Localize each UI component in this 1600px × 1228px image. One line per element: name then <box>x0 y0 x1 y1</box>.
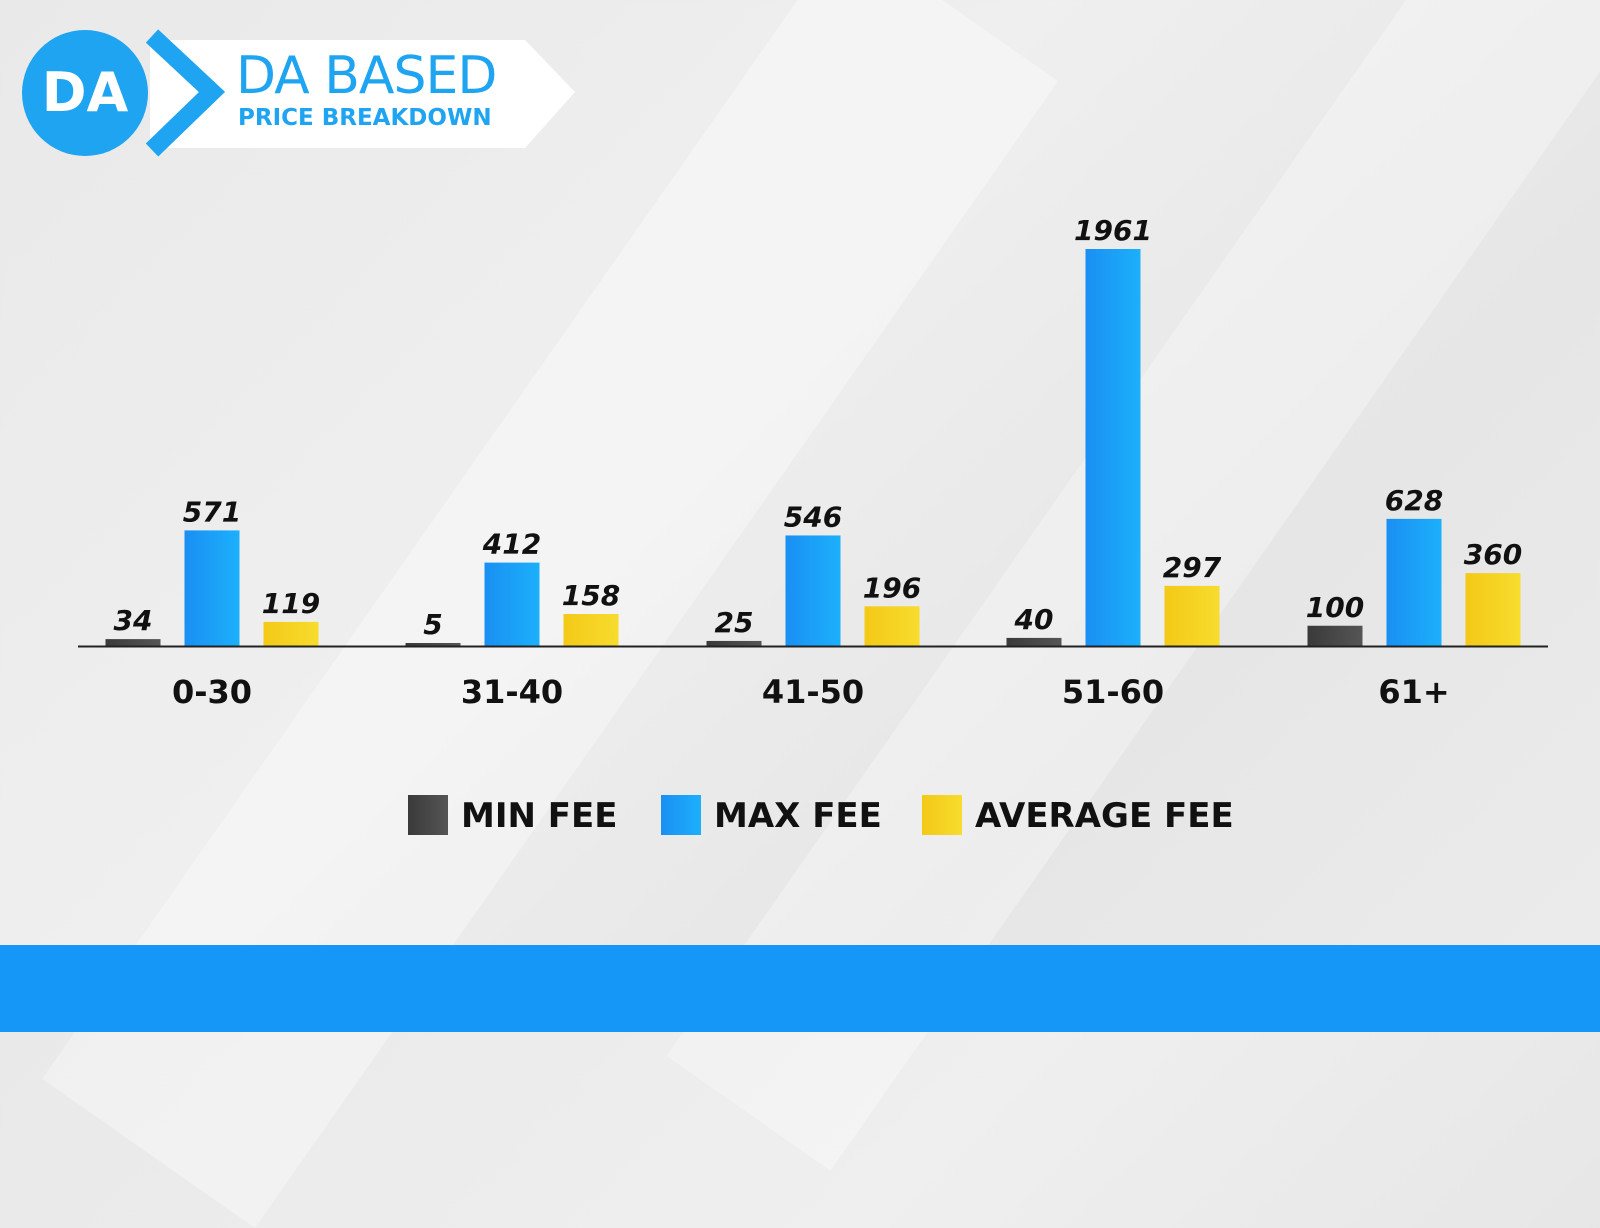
legend-swatch-min-fee <box>408 795 448 835</box>
legend-label-max-fee: MAX FEE <box>714 796 882 836</box>
bar-chart: 34 571 119 0-30 5 412 158 31-40 25 546 196 41-50 40 1… <box>78 214 1548 836</box>
data-label-average-fee-41-50: 196 <box>863 571 921 604</box>
bar-average-fee-41-50 <box>864 606 920 646</box>
x-tick-label-0-30: 0-30 <box>172 673 252 711</box>
data-label-average-fee-0-30: 119 <box>262 587 320 620</box>
bar-max-fee-61+ <box>1386 518 1442 646</box>
bar-average-fee-31-40 <box>563 614 619 646</box>
data-label-max-fee-31-40: 412 <box>482 528 541 561</box>
legend-swatch-max-fee <box>661 795 701 835</box>
logo-text: DA <box>41 61 129 124</box>
bar-average-fee-0-30 <box>263 621 319 646</box>
bar-max-fee-51-60 <box>1085 249 1141 646</box>
chevron-arrow-icon <box>145 29 226 157</box>
bar-min-fee-51-60 <box>1006 637 1062 646</box>
labels-layer: 34 571 119 0-30 5 412 158 31-40 25 546 196 41-50 40 1… <box>114 214 1523 711</box>
bar-min-fee-31-40 <box>405 643 461 646</box>
legend-label-min-fee: MIN FEE <box>461 796 617 836</box>
footer-bar <box>0 945 1600 1032</box>
header-graphic <box>22 29 575 157</box>
bar-average-fee-61+ <box>1465 573 1521 646</box>
data-label-average-fee-61+: 360 <box>1464 538 1522 571</box>
data-label-min-fee-41-50: 25 <box>715 606 754 639</box>
data-label-average-fee-51-60: 297 <box>1163 551 1222 584</box>
logo-circle <box>22 30 148 156</box>
x-tick-label-41-50: 41-50 <box>762 673 864 711</box>
data-label-min-fee-31-40: 5 <box>423 608 442 641</box>
legend-label-average-fee: AVERAGE FEE <box>975 796 1234 836</box>
x-tick-label-61+: 61+ <box>1378 673 1449 711</box>
data-label-max-fee-0-30: 571 <box>183 495 241 528</box>
bar-min-fee-0-30 <box>105 639 161 646</box>
bar-average-fee-51-60 <box>1164 585 1220 646</box>
bar-min-fee-41-50 <box>706 640 762 646</box>
page-subtitle: PRICE BREAKDOWN <box>238 105 492 131</box>
legend: MIN FEE MAX FEE AVERAGE FEE <box>408 795 1234 836</box>
data-label-max-fee-51-60: 1961 <box>1074 214 1152 247</box>
title-banner <box>150 40 575 148</box>
x-tick-label-31-40: 31-40 <box>461 673 563 711</box>
legend-swatch-average-fee <box>922 795 962 835</box>
data-label-min-fee-0-30: 34 <box>114 604 153 637</box>
bar-min-fee-61+ <box>1307 625 1363 646</box>
data-label-max-fee-61+: 628 <box>1385 484 1443 517</box>
data-label-min-fee-51-60: 40 <box>1014 603 1054 636</box>
x-tick-label-51-60: 51-60 <box>1062 673 1164 711</box>
data-label-max-fee-41-50: 546 <box>784 500 842 533</box>
bar-max-fee-31-40 <box>484 562 540 646</box>
bars-layer <box>105 249 1521 646</box>
data-label-min-fee-61+: 100 <box>1306 591 1364 624</box>
bar-max-fee-41-50 <box>785 535 841 646</box>
data-label-average-fee-31-40: 158 <box>562 579 620 612</box>
chart-header: DA DA BASED PRICE BREAKDOWN <box>0 0 600 180</box>
page-title: DA BASED <box>236 46 497 106</box>
bar-max-fee-0-30 <box>184 530 240 646</box>
